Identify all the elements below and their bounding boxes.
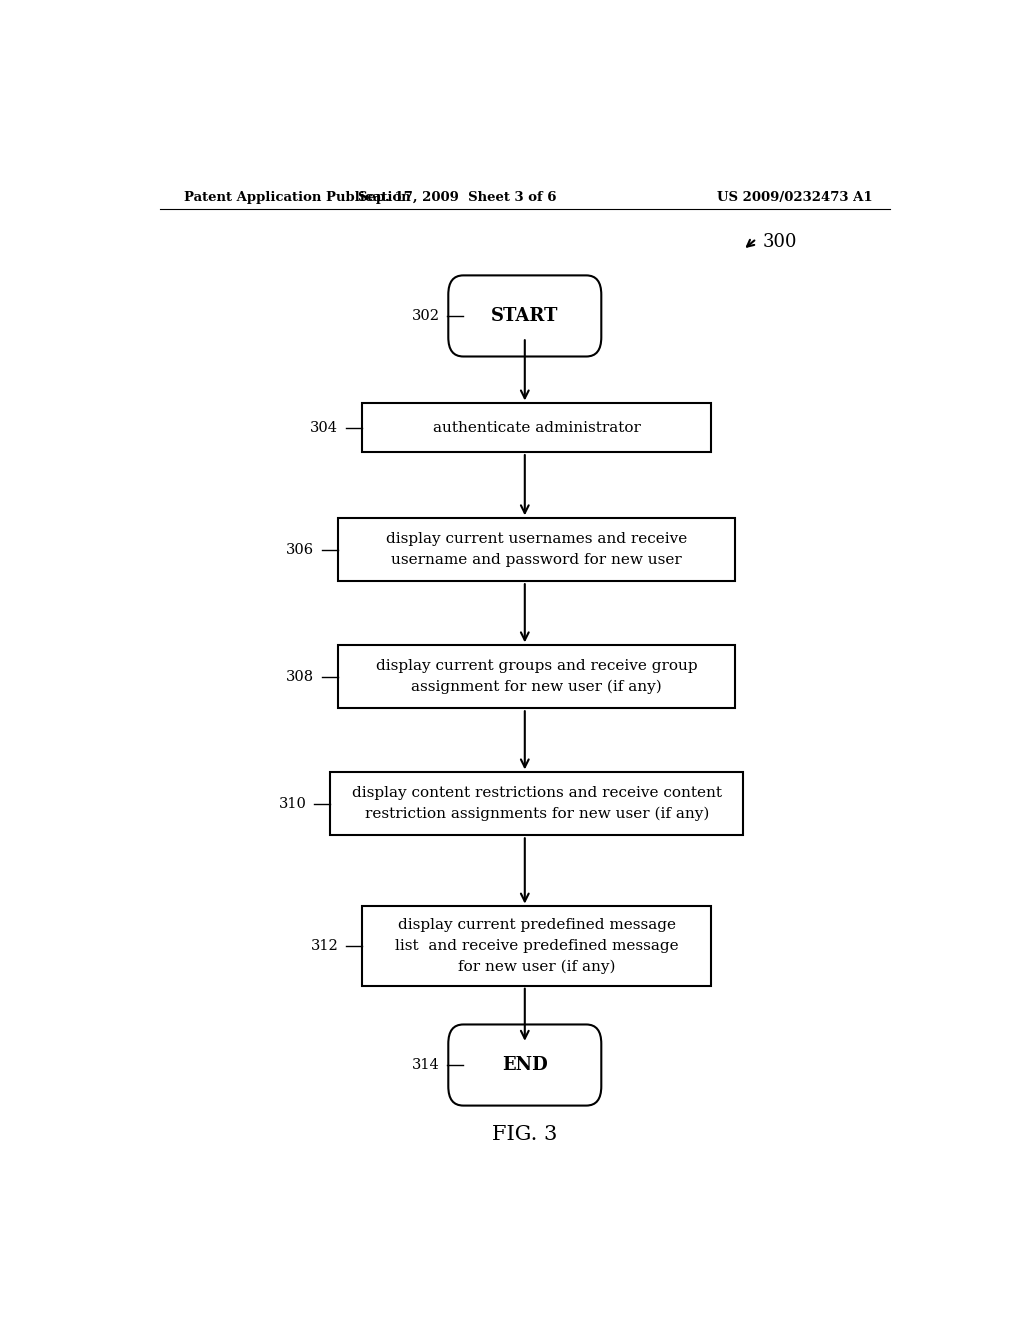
- Bar: [331, 772, 743, 836]
- Bar: [338, 645, 735, 709]
- Text: 310: 310: [279, 797, 306, 810]
- Text: 308: 308: [287, 669, 314, 684]
- Text: START: START: [492, 308, 558, 325]
- Text: display current predefined message
list  and receive predefined message
for new : display current predefined message list …: [395, 919, 679, 974]
- Text: display content restrictions and receive content
restriction assignments for new: display content restrictions and receive…: [351, 787, 722, 821]
- Text: US 2009/0232473 A1: US 2009/0232473 A1: [717, 190, 872, 203]
- Text: Patent Application Publication: Patent Application Publication: [183, 190, 411, 203]
- Text: authenticate administrator: authenticate administrator: [433, 421, 641, 434]
- Text: FIG. 3: FIG. 3: [493, 1125, 557, 1143]
- Bar: [362, 404, 712, 453]
- Text: 312: 312: [310, 939, 338, 953]
- Bar: [362, 907, 712, 986]
- Text: 306: 306: [287, 543, 314, 557]
- FancyBboxPatch shape: [449, 1024, 601, 1106]
- Text: 302: 302: [412, 309, 439, 323]
- Bar: [338, 519, 735, 581]
- FancyBboxPatch shape: [449, 276, 601, 356]
- Text: display current usernames and receive
username and password for new user: display current usernames and receive us…: [386, 532, 687, 568]
- Text: 314: 314: [412, 1059, 439, 1072]
- Text: 304: 304: [310, 421, 338, 434]
- Text: END: END: [502, 1056, 548, 1074]
- Text: 300: 300: [763, 232, 798, 251]
- Text: display current groups and receive group
assignment for new user (if any): display current groups and receive group…: [376, 659, 697, 694]
- Text: Sep. 17, 2009  Sheet 3 of 6: Sep. 17, 2009 Sheet 3 of 6: [358, 190, 557, 203]
